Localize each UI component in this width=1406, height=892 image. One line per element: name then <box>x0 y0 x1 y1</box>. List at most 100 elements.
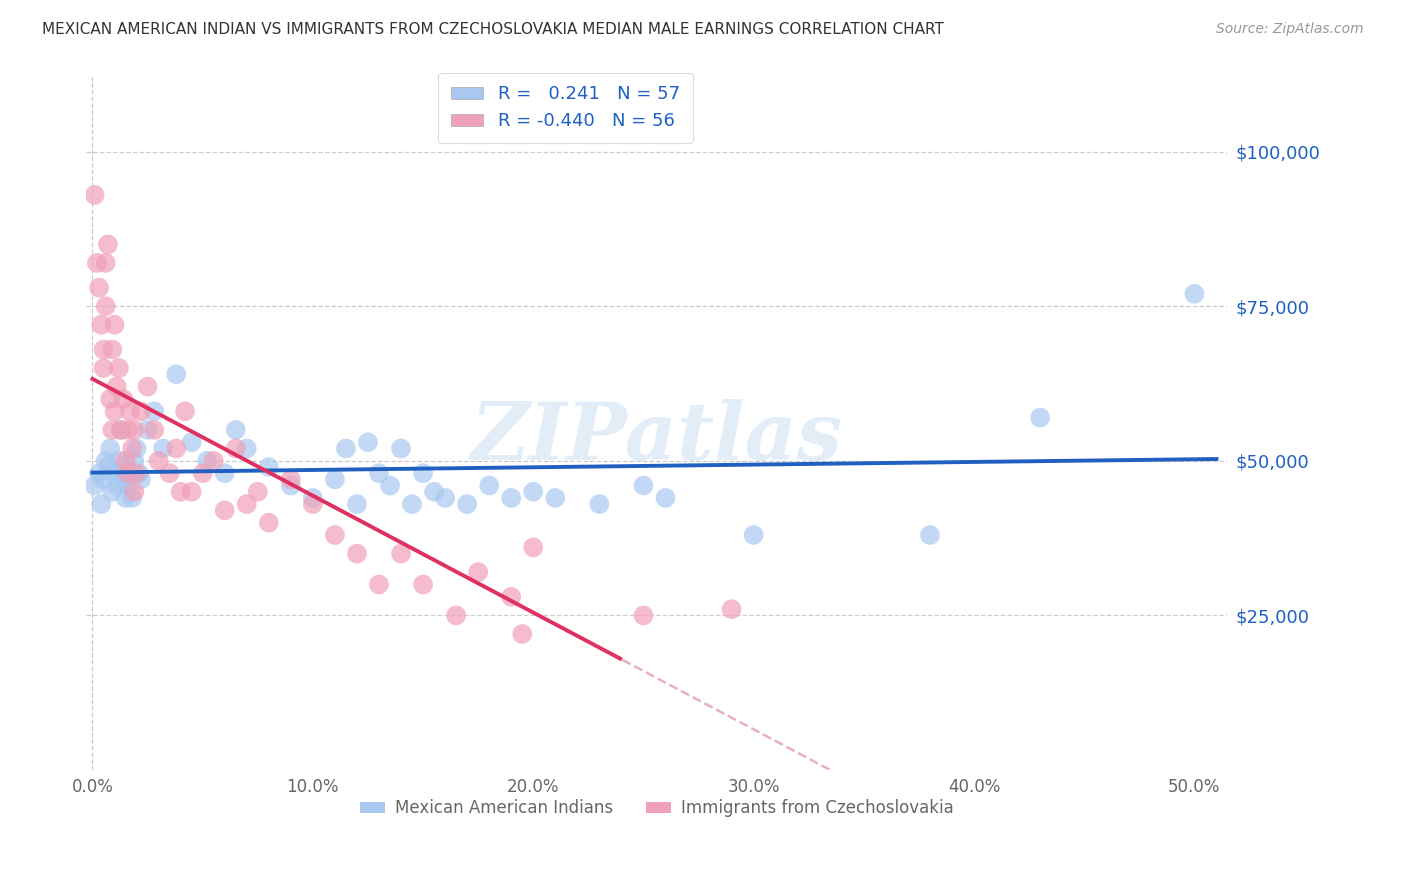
Point <box>165 442 187 456</box>
Point <box>128 466 150 480</box>
Point <box>136 423 159 437</box>
Point <box>323 472 346 486</box>
Point <box>93 472 115 486</box>
Point <box>114 460 136 475</box>
Point <box>101 343 124 357</box>
Point <box>467 565 489 579</box>
Text: MEXICAN AMERICAN INDIAN VS IMMIGRANTS FROM CZECHOSLOVAKIA MEDIAN MALE EARNINGS C: MEXICAN AMERICAN INDIAN VS IMMIGRANTS FR… <box>42 22 943 37</box>
Point <box>87 281 110 295</box>
Point <box>105 478 128 492</box>
Point <box>117 423 139 437</box>
Point <box>83 478 105 492</box>
Point <box>235 442 257 456</box>
Point <box>103 318 125 332</box>
Point <box>633 478 655 492</box>
Point <box>323 528 346 542</box>
Point <box>191 466 214 480</box>
Point <box>654 491 676 505</box>
Point <box>195 454 218 468</box>
Point <box>110 423 132 437</box>
Point <box>97 460 120 475</box>
Point <box>522 541 544 555</box>
Point <box>118 404 141 418</box>
Point <box>108 454 131 468</box>
Point <box>117 466 139 480</box>
Point <box>110 423 132 437</box>
Point <box>357 435 380 450</box>
Point <box>98 442 121 456</box>
Point <box>94 454 117 468</box>
Point <box>742 528 765 542</box>
Point <box>94 256 117 270</box>
Point <box>101 423 124 437</box>
Point <box>235 497 257 511</box>
Point <box>98 392 121 406</box>
Point <box>103 404 125 418</box>
Point <box>117 478 139 492</box>
Point <box>83 188 105 202</box>
Point <box>112 392 135 406</box>
Point <box>346 547 368 561</box>
Point <box>124 454 146 468</box>
Text: Source: ZipAtlas.com: Source: ZipAtlas.com <box>1216 22 1364 37</box>
Point <box>389 442 412 456</box>
Point <box>633 608 655 623</box>
Point <box>346 497 368 511</box>
Point <box>148 454 170 468</box>
Point <box>86 256 108 270</box>
Point <box>302 491 325 505</box>
Point <box>412 577 434 591</box>
Point <box>214 466 236 480</box>
Point <box>588 497 610 511</box>
Point <box>97 237 120 252</box>
Point <box>720 602 742 616</box>
Point <box>103 466 125 480</box>
Point <box>214 503 236 517</box>
Point <box>114 454 136 468</box>
Point <box>125 466 148 480</box>
Point <box>280 478 302 492</box>
Point <box>510 627 533 641</box>
Point <box>136 379 159 393</box>
Point <box>112 472 135 486</box>
Point <box>501 590 523 604</box>
Point <box>121 491 143 505</box>
Point <box>90 497 112 511</box>
Point <box>124 423 146 437</box>
Point <box>143 404 166 418</box>
Point <box>124 484 146 499</box>
Point <box>129 404 152 418</box>
Point <box>456 497 478 511</box>
Point <box>368 577 391 591</box>
Point <box>401 497 423 511</box>
Point <box>169 484 191 499</box>
Point <box>121 442 143 456</box>
Point <box>501 491 523 505</box>
Point <box>1029 410 1052 425</box>
Point <box>174 404 197 418</box>
Point <box>165 368 187 382</box>
Point <box>114 491 136 505</box>
Point <box>257 460 280 475</box>
Point <box>105 379 128 393</box>
Point <box>389 547 412 561</box>
Point <box>159 466 181 480</box>
Point <box>118 466 141 480</box>
Point <box>280 472 302 486</box>
Point <box>444 608 467 623</box>
Point <box>423 484 446 499</box>
Point <box>246 484 269 499</box>
Point <box>302 497 325 511</box>
Point <box>93 343 115 357</box>
Point <box>378 478 401 492</box>
Point <box>412 466 434 480</box>
Point <box>257 516 280 530</box>
Point <box>152 442 174 456</box>
Point <box>434 491 457 505</box>
Point <box>522 484 544 499</box>
Text: ZIPatlas: ZIPatlas <box>471 399 842 476</box>
Point <box>202 454 225 468</box>
Point <box>101 484 124 499</box>
Legend: Mexican American Indians, Immigrants from Czechoslovakia: Mexican American Indians, Immigrants fro… <box>353 793 960 824</box>
Point <box>478 478 501 492</box>
